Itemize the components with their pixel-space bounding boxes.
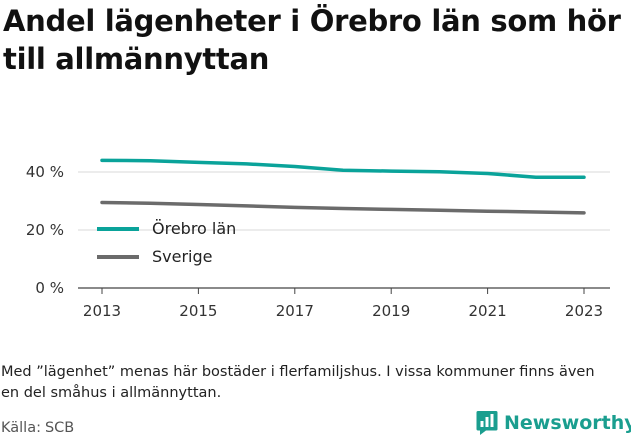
series-line-1 [100,200,586,215]
line-chart: 0 % 20 % 40 % 2013 2015 2017 2019 2021 2023 Öre… [26,158,610,320]
chart-title: Andel lägenheter i Örebro län som hör ti… [3,4,621,76]
x-tick-label: 2021 [469,302,507,320]
y-axis-ticks: 0 % 20 % 40 % [26,163,64,297]
legend-label: Sverige [152,247,213,266]
chart-note: Med ”lägenhet” menas här bostäder i fler… [1,364,595,401]
legend: Örebro län Sverige [97,219,236,266]
series-line-0 [100,158,586,179]
x-tick-label: 2019 [372,302,410,320]
source-value: SCB [44,420,75,436]
x-axis-ticks: 2013 2015 2017 2019 2021 2023 [83,288,603,320]
legend-label: Örebro län [152,219,236,238]
source-line: Källa: SCB [1,420,74,436]
brand-logo: Newsworthy [476,408,631,438]
x-tick-label: 2015 [179,302,217,320]
x-tick-label: 2017 [276,302,314,320]
x-tick-label: 2013 [83,302,121,320]
source-label: Källa: [1,420,41,436]
y-tick-label: 20 % [26,221,64,239]
brand-name: Newsworthy [504,412,631,434]
x-tick-label: 2023 [565,302,603,320]
y-tick-label: 0 % [35,279,64,297]
newsworthy-logo-icon [476,411,498,435]
series-lines [100,158,586,215]
y-tick-label: 40 % [26,163,64,181]
